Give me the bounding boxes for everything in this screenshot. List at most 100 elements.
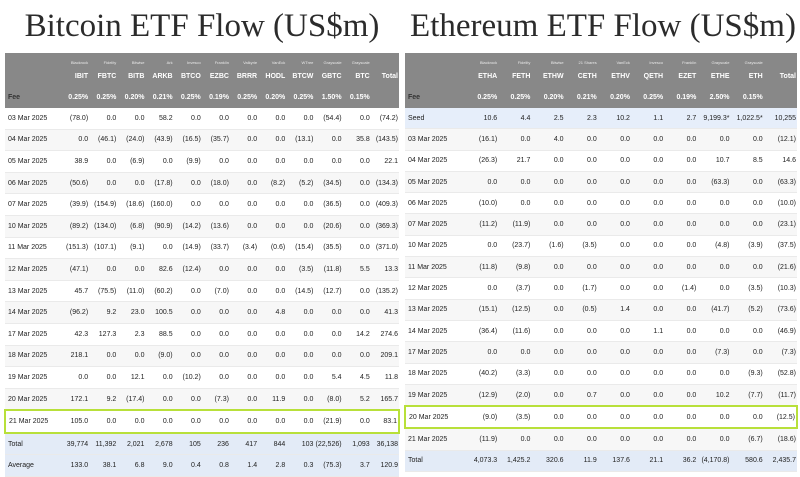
flow-cell: 0.0 — [697, 256, 731, 279]
issuer-header-cell: Grayscale — [342, 53, 371, 65]
flow-cell: 0.0 — [61, 366, 90, 389]
issuer-header-row: Blackrock Fidelity Bitwise Ark Invesco Frankl… — [5, 53, 399, 65]
issuer-header-cell: Fidelity — [498, 53, 532, 65]
fee-label: Fee — [5, 87, 61, 108]
flow-cell: (0.5) — [564, 299, 598, 321]
flow-cell: 0.0 — [229, 409, 259, 434]
ticker-header-cell: Total — [763, 65, 797, 87]
btc-etf-title: Bitcoin ETF Flow (US$m) — [24, 8, 380, 44]
flow-cell: 0.0 — [342, 301, 371, 324]
table-row: 21 Mar 2025 (11.9) 0.0 0.0 0.0 0.0 0.0 0.0 0.0 (6… — [405, 428, 797, 451]
flow-cell: (63.3) — [763, 171, 797, 194]
flow-cell: (9.9) — [173, 150, 202, 173]
flow-cell: 1,022.5* — [730, 108, 764, 130]
issuer-header-blank — [5, 53, 61, 65]
flow-cell: (5.2) — [730, 299, 764, 321]
row-date-label: 10 Mar 2025 — [5, 215, 61, 238]
flow-cell: 0.0 — [630, 428, 665, 451]
flow-cell: (46.1) — [89, 129, 118, 152]
flow-cell: 36.2 — [664, 450, 698, 473]
flow-cell: 0.0 — [314, 323, 343, 346]
flow-cell: (134.0) — [89, 215, 118, 238]
flow-cell: 4,073.3 — [465, 450, 499, 473]
ticker-header-cell: CETH — [564, 65, 598, 87]
flow-cell: 21.7 — [498, 150, 532, 172]
flow-cell: (26.3) — [465, 150, 499, 172]
flow-cell: 82.6 — [145, 258, 174, 281]
flow-cell: (36.5) — [314, 193, 343, 216]
flow-cell: (14.2) — [173, 215, 202, 238]
flow-cell: 0.0 — [697, 363, 731, 385]
flow-cell: 0.0 — [597, 277, 631, 300]
flow-cell: 417 — [229, 432, 259, 456]
flow-cell: 0.0 — [342, 172, 371, 195]
flow-cell: 0.0 — [258, 215, 287, 238]
flow-cell: 0.0 — [697, 405, 731, 430]
flow-cell: 9.0 — [145, 454, 174, 477]
eth-etf-title: Ethereum ETF Flow (US$m) — [410, 8, 796, 44]
flow-cell: 36,138 — [370, 432, 399, 456]
issuer-header-cell: VanEck — [258, 53, 287, 65]
ticker-header-cell: BITB — [117, 65, 146, 87]
flow-cell: 0.0 — [258, 258, 287, 281]
flow-cell: (6.7) — [730, 428, 764, 451]
flow-cell: 0.0 — [564, 256, 598, 279]
flow-cell: (75.3) — [314, 454, 343, 477]
flow-cell: 0.0 — [173, 172, 202, 195]
flow-cell: 39,774 — [61, 432, 90, 456]
flow-cell: 0.0 — [229, 129, 259, 152]
flow-cell: 0.0 — [697, 128, 731, 151]
row-date-label: 10 Mar 2025 — [405, 235, 465, 258]
flow-cell: (107.1) — [89, 237, 118, 260]
flow-cell: 1.4 — [597, 299, 631, 321]
flow-cell: (11.8) — [465, 256, 499, 279]
flow-cell: 10.2 — [597, 108, 631, 130]
flow-cell: 0.0 — [664, 235, 698, 258]
flow-cell: 0.0 — [229, 193, 259, 216]
flow-cell: 0.0 — [229, 258, 259, 281]
ticker-header-cell: ETHV — [597, 65, 631, 87]
flow-cell: (17.8) — [145, 172, 174, 195]
table-row: 10 Mar 2025 (89.2) (134.0) (6.8) (90.9) (14.2… — [5, 215, 399, 238]
row-date-label: 11 Mar 2025 — [5, 237, 61, 260]
flow-cell: (3.7) — [498, 277, 532, 300]
flow-cell: (3.3) — [498, 363, 532, 385]
flow-cell: 0.4 — [173, 454, 202, 477]
flow-cell: 2,678 — [145, 432, 174, 456]
flow-cell: (369.3) — [370, 215, 399, 238]
flow-cell: (7.3) — [201, 388, 230, 411]
flow-cell: (5.2) — [286, 172, 315, 195]
flow-cell: 0.0 — [630, 299, 665, 321]
flow-cell: (12.5) — [498, 299, 532, 321]
flow-cell: 11.9 — [258, 388, 287, 411]
flow-cell: (3.9) — [730, 235, 764, 258]
fee-cell: 0.21% — [564, 87, 598, 108]
flow-cell: 5.4 — [314, 366, 343, 389]
flow-cell: 0.0 — [597, 428, 631, 451]
fee-cell: 0.25% — [286, 87, 315, 108]
flow-cell: 0.0 — [286, 215, 315, 238]
fee-cell: 0.20% — [597, 87, 631, 108]
flow-cell: 1,093 — [342, 432, 371, 456]
flow-cell: (371.0) — [370, 237, 399, 260]
flow-cell: 0.0 — [531, 256, 565, 279]
fee-row: Fee 0.25% 0.25% 0.20% 0.21% 0.25% 0.19% 0.25% 0.… — [5, 87, 399, 108]
flow-cell: (154.9) — [89, 193, 118, 216]
flow-cell: 2,435.7 — [763, 450, 797, 473]
flow-cell: (16.5) — [173, 129, 202, 152]
flow-cell: (10.3) — [763, 277, 797, 300]
flow-cell: 120.9 — [370, 454, 399, 477]
flow-cell: 0.0 — [664, 320, 698, 343]
table-row: 07 Mar 2025 (39.9) (154.9) (18.6) (160.0) 0.0… — [5, 193, 399, 216]
row-date-label: 20 Mar 2025 — [404, 405, 465, 430]
flow-cell: 0.0 — [342, 215, 371, 238]
flow-cell: 0.7 — [564, 384, 598, 407]
flow-cell: 0.0 — [564, 363, 598, 385]
flow-cell: 0.0 — [286, 366, 315, 389]
flow-cell: 0.0 — [286, 108, 315, 130]
flow-cell: 0.0 — [564, 341, 598, 364]
issuer-header-cell: Grayscale — [314, 53, 343, 65]
fee-cell: 0.25% — [498, 87, 532, 108]
issuer-header-cell: Valkyrie — [229, 53, 259, 65]
flow-cell: 0.0 — [664, 256, 698, 279]
